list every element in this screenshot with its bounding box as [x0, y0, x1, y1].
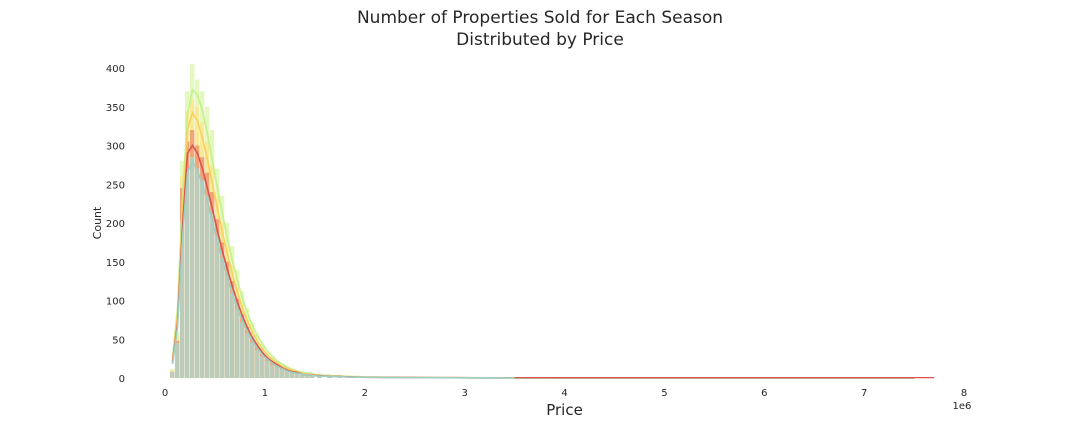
histogram-bar	[279, 369, 285, 378]
histogram-bar	[189, 157, 195, 378]
histogram-bar	[179, 223, 185, 378]
histogram-bar	[249, 342, 255, 378]
histogram-bar	[184, 168, 190, 378]
histogram-bars	[169, 64, 522, 378]
histogram-bar	[229, 292, 235, 378]
histogram-bar	[174, 343, 180, 378]
chart-title-line-2: Distributed by Price	[456, 30, 624, 50]
x-tick-label: 3	[461, 388, 467, 399]
histogram-bar	[224, 275, 230, 378]
histogram-bar	[204, 195, 210, 378]
x-tick-label: 2	[362, 388, 368, 399]
histogram-bar	[199, 180, 205, 378]
y-tick-label: 100	[106, 297, 125, 308]
histogram-bar	[259, 356, 265, 378]
histogram-bar	[169, 371, 175, 378]
y-tick-label: 250	[106, 180, 125, 191]
y-tick-label: 150	[106, 258, 125, 269]
histogram-bar	[274, 367, 280, 378]
y-tick-label: 200	[106, 219, 125, 230]
x-axis-offset-text: 1e6	[953, 401, 972, 412]
kde-line	[171, 159, 915, 379]
kde-line	[171, 144, 915, 379]
histogram-bar	[294, 373, 300, 378]
histogram-bar	[284, 371, 290, 378]
histogram-bar	[299, 374, 305, 378]
kde-curves	[171, 88, 935, 379]
kde-line	[171, 88, 915, 379]
y-tick-label: 400	[106, 64, 125, 75]
histogram-bar	[194, 168, 200, 378]
y-axis-ticks: 0 50 100 150 200 250 300 350 400	[106, 64, 125, 385]
x-tick-label: 7	[861, 388, 867, 399]
kde-line	[171, 111, 915, 379]
x-axis-label: Price	[546, 401, 583, 419]
x-axis-ticks: 0 1 2 3 4 5 6 7 8	[162, 388, 967, 399]
y-tick-label: 350	[106, 103, 125, 114]
y-tick-label: 0	[119, 374, 125, 385]
histogram-bar	[304, 374, 310, 378]
histogram-bar	[269, 364, 275, 378]
y-axis-label: Count	[91, 206, 104, 239]
x-tick-label: 8	[961, 388, 967, 399]
histogram-bar	[214, 236, 220, 378]
x-tick-label: 6	[761, 388, 767, 399]
x-tick-label: 1	[262, 388, 268, 399]
chart-title-line-1: Number of Properties Sold for Each Seaso…	[356, 8, 724, 28]
x-tick-label: 5	[661, 388, 667, 399]
histogram-bar	[239, 322, 245, 378]
histogram-bar	[254, 350, 260, 378]
histogram-bar	[244, 333, 250, 378]
x-tick-label: 4	[561, 388, 567, 399]
histogram-bar	[219, 257, 225, 378]
histogram-bar	[264, 360, 270, 378]
histogram-bar	[209, 213, 215, 378]
histogram-bar	[309, 375, 315, 378]
y-tick-label: 300	[106, 142, 125, 153]
y-tick-label: 50	[112, 335, 125, 346]
histogram-bar	[289, 372, 295, 378]
histogram-bar	[234, 308, 240, 378]
x-tick-label: 0	[162, 388, 168, 399]
